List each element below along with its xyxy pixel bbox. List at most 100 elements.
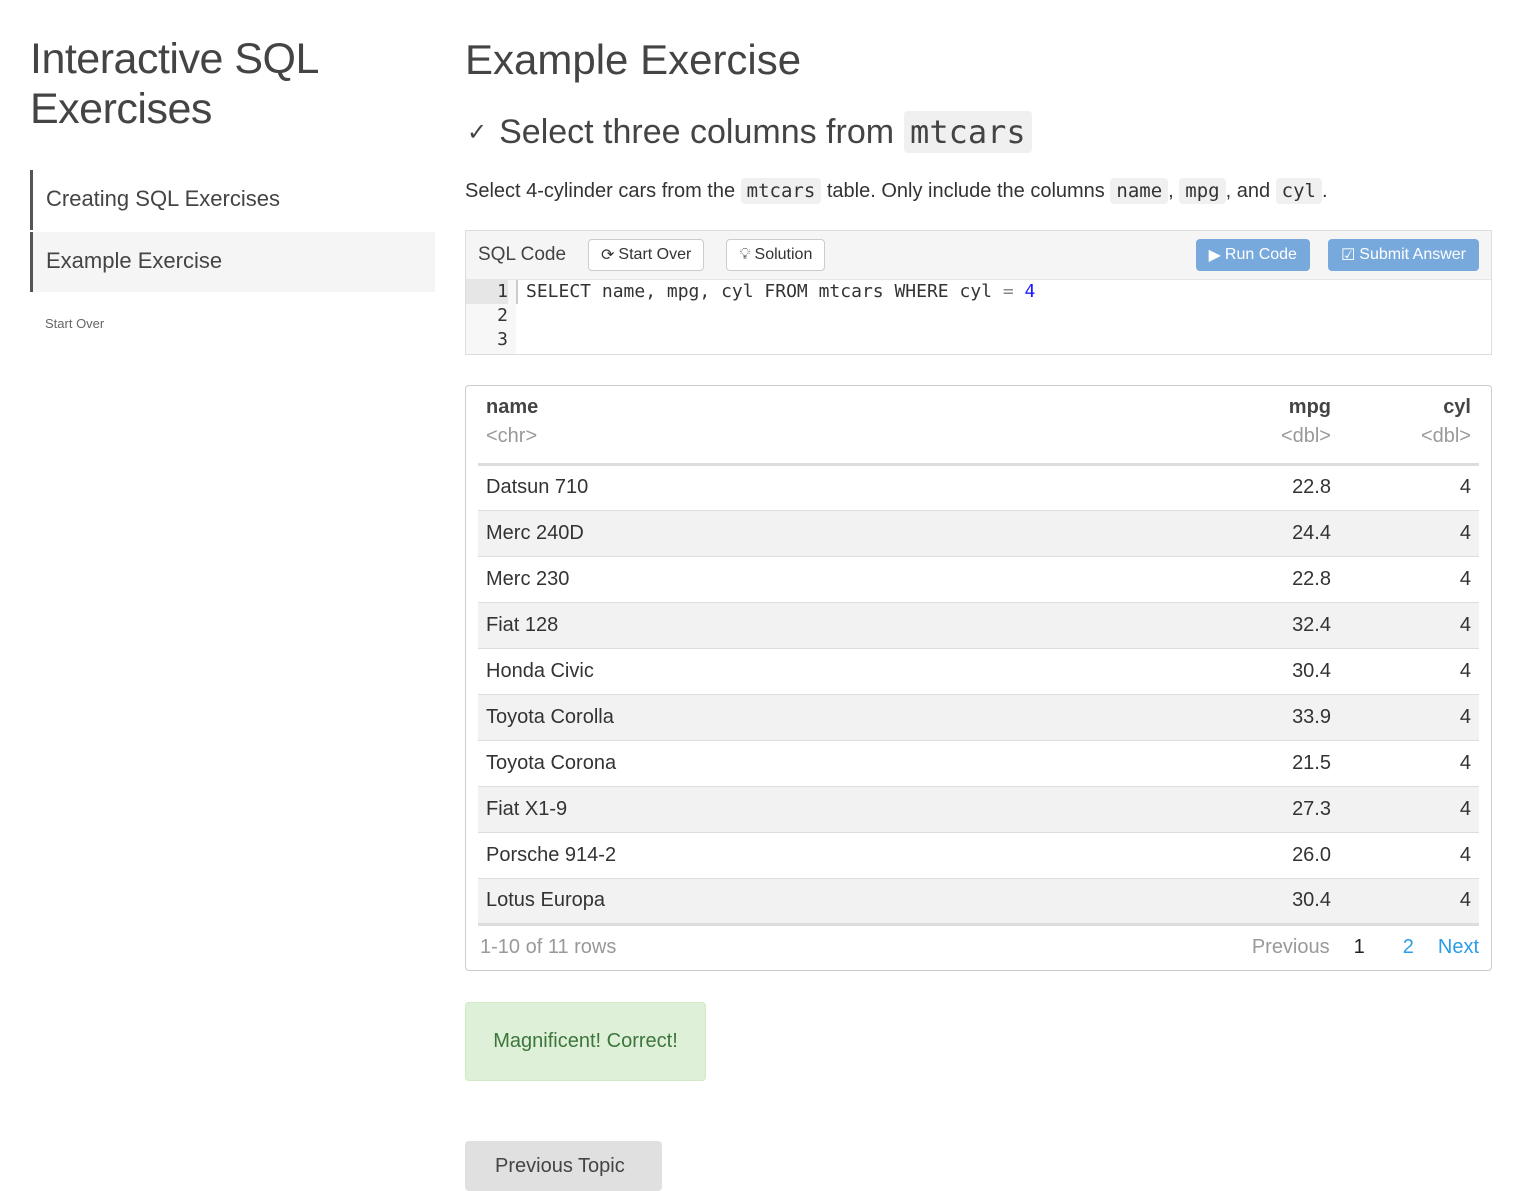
- table-row: Fiat 128 32.4 4: [478, 602, 1479, 649]
- table-cell-cyl: 4: [1339, 832, 1479, 879]
- table-row: Merc 230 22.8 4: [478, 556, 1479, 603]
- table-cell-mpg: 22.8: [1070, 556, 1339, 603]
- line-number: 2: [497, 305, 508, 326]
- table-row: Lotus Europa 30.4 4: [478, 878, 1479, 926]
- table-cell-name: Porsche 914-2: [478, 832, 1071, 879]
- solution-label: Solution: [754, 246, 813, 263]
- desc-text: .: [1321, 180, 1328, 202]
- section-title-text: Select three columns from: [499, 112, 895, 151]
- site-title: Interactive SQL Exercises: [30, 35, 318, 133]
- checkbox-icon: ☑: [1340, 247, 1356, 264]
- table-cell-name: Fiat X1-9: [478, 786, 1071, 833]
- table-cell-name: Merc 240D: [478, 510, 1071, 557]
- table-row: Honda Civic 30.4 4: [478, 648, 1479, 695]
- table-cell-mpg: 22.8: [1070, 464, 1339, 511]
- table-cell-mpg: 26.0: [1070, 832, 1339, 879]
- code-line: SELECT name, mpg, cyl FROM mtcars WHERE …: [516, 280, 1035, 304]
- column-name: name: [486, 396, 539, 418]
- code-operator: =: [1002, 281, 1014, 302]
- column-type: <dbl>: [1280, 425, 1331, 447]
- start-over-button[interactable]: ⟳ Start Over: [588, 239, 705, 271]
- desc-text: , and: [1225, 180, 1271, 202]
- page-1-button[interactable]: 1: [1353, 936, 1365, 958]
- table-cell-name: Fiat 128: [478, 602, 1071, 649]
- table-cell-mpg: 21.5: [1070, 740, 1339, 787]
- submit-answer-label: Submit Answer: [1359, 246, 1466, 263]
- run-code-button[interactable]: ▶ Run Code: [1195, 239, 1310, 271]
- line-number: 3: [497, 329, 508, 350]
- table-cell-mpg: 30.4: [1070, 878, 1339, 926]
- page-title: Example Exercise: [465, 36, 802, 83]
- success-alert: Magnificent! Correct!: [465, 1001, 706, 1081]
- table-row: Toyota Corolla 33.9 4: [478, 694, 1479, 741]
- column-name: mpg: [1288, 396, 1331, 418]
- desc-text: ,: [1168, 180, 1174, 202]
- table-row: Toyota Corona 21.5 4: [478, 740, 1479, 787]
- column-type: <dbl>: [1420, 425, 1471, 447]
- nav-item-creating-sql-exercises[interactable]: Creating SQL Exercises: [30, 170, 435, 230]
- table-row: Fiat X1-9 27.3 4: [478, 786, 1479, 833]
- submit-answer-button[interactable]: ☑ Submit Answer: [1327, 239, 1479, 271]
- table-cell-mpg: 27.3: [1070, 786, 1339, 833]
- column-header-mpg[interactable]: mpg <dbl>: [1070, 386, 1339, 466]
- code-input[interactable]: 1 2 3 SELECT name, mpg, cyl FROM mtcars …: [466, 280, 1491, 354]
- table-cell-mpg: 32.4: [1070, 602, 1339, 649]
- start-over-label: Start Over: [618, 246, 692, 263]
- next-page-button[interactable]: Next: [1437, 936, 1479, 958]
- desc-code: name: [1110, 178, 1169, 204]
- pagination: 1-10 of 11 rows Previous 1 2 Next: [478, 926, 1479, 970]
- nav-item-example-exercise[interactable]: Example Exercise: [30, 232, 435, 292]
- start-over-link[interactable]: Start Over: [45, 316, 105, 331]
- table-row: Merc 240D 24.4 4: [478, 510, 1479, 557]
- table-row: Datsun 710 22.8 4: [478, 464, 1479, 511]
- section-title: ✓ Select three columns from mtcars: [465, 110, 1492, 154]
- previous-topic-button[interactable]: Previous Topic: [465, 1140, 662, 1191]
- line-number: 1: [466, 280, 508, 304]
- table-cell-name: Datsun 710: [478, 464, 1071, 511]
- result-table-container: name <chr> mpg <dbl> cyl <dbl> Datsun 710 22…: [465, 385, 1492, 971]
- column-name: cyl: [1443, 396, 1471, 418]
- table-cell-mpg: 33.9: [1070, 694, 1339, 741]
- table-cell-cyl: 4: [1339, 694, 1479, 741]
- desc-code: mpg: [1179, 178, 1226, 204]
- column-header-cyl[interactable]: cyl <dbl>: [1339, 386, 1479, 466]
- desc-text: table. Only include the columns: [826, 180, 1105, 202]
- table-cell-cyl: 4: [1339, 648, 1479, 695]
- lightbulb-icon: 💡︎: [739, 246, 751, 263]
- sidebar: Interactive SQL Exercises Creating SQL E…: [30, 0, 435, 331]
- code-number: 4: [1024, 281, 1036, 302]
- main-content: Example Exercise ✓ Select three columns f…: [465, 0, 1492, 1191]
- solution-button[interactable]: 💡︎ Solution: [726, 239, 826, 271]
- table-cell-cyl: 4: [1339, 510, 1479, 557]
- table-cell-cyl: 4: [1339, 878, 1479, 926]
- code-text: SELECT name, mpg, cyl FROM mtcars WHERE …: [526, 281, 992, 302]
- table-cell-cyl: 4: [1339, 740, 1479, 787]
- desc-text: Select 4-cylinder cars from the: [465, 180, 736, 202]
- table-cell-name: Lotus Europa: [478, 878, 1071, 926]
- section-title-code: mtcars: [904, 111, 1032, 153]
- previous-page-button[interactable]: Previous: [1251, 936, 1330, 958]
- table-cell-cyl: 4: [1339, 556, 1479, 603]
- table-cell-mpg: 24.4: [1070, 510, 1339, 557]
- exercise-description: Select 4-cylinder cars from the mtcars t…: [465, 176, 1492, 206]
- editor-label: SQL Code: [478, 244, 567, 265]
- table-cell-cyl: 4: [1339, 786, 1479, 833]
- sql-editor: SQL Code ⟳ Start Over 💡︎ Solution ▶ Run Cod…: [465, 230, 1492, 355]
- column-type: <chr>: [486, 425, 538, 447]
- table-cell-name: Toyota Corolla: [478, 694, 1071, 741]
- table-cell-cyl: 4: [1339, 602, 1479, 649]
- table-cell-name: Toyota Corona: [478, 740, 1071, 787]
- column-header-name[interactable]: name <chr>: [478, 386, 1071, 466]
- page-2-button[interactable]: 2: [1402, 936, 1414, 958]
- table-cell-cyl: 4: [1339, 464, 1479, 511]
- refresh-icon: ⟳: [601, 247, 615, 264]
- row-count-info: 1-10 of 11 rows: [480, 936, 617, 958]
- table-cell-name: Honda Civic: [478, 648, 1071, 695]
- desc-code: mtcars: [740, 178, 822, 204]
- table-cell-name: Merc 230: [478, 556, 1071, 603]
- table-cell-mpg: 30.4: [1070, 648, 1339, 695]
- result-table: name <chr> mpg <dbl> cyl <dbl> Datsun 710 22…: [478, 386, 1479, 926]
- checkmark-icon: ✓: [467, 118, 488, 146]
- desc-code: cyl: [1275, 178, 1322, 204]
- play-icon: ▶: [1208, 247, 1221, 264]
